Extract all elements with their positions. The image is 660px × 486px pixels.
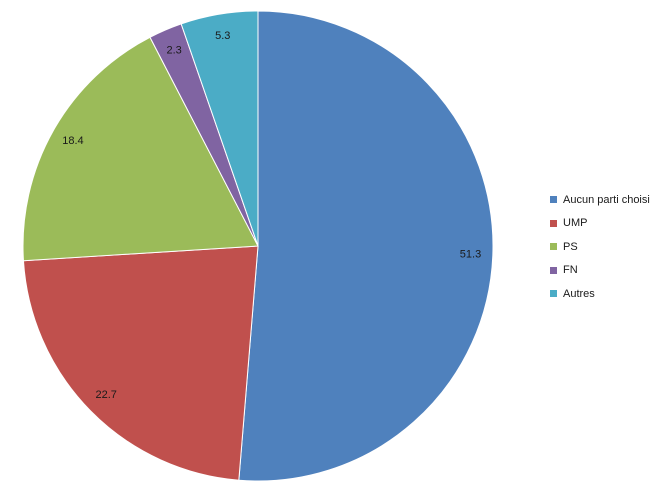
pie-data-labels: 51.3 22.7 18.4 2.3 5.3 xyxy=(62,30,481,401)
data-label-ps: 18.4 xyxy=(62,135,83,147)
legend-item-ump: UMP xyxy=(550,212,650,236)
data-label-autres: 5.3 xyxy=(215,30,230,42)
legend-swatch xyxy=(550,266,557,274)
pie-slice-ps xyxy=(22,36,259,262)
pie-slice-ump xyxy=(22,245,259,481)
data-label-aucun-parti-choisi: 51.3 xyxy=(460,249,481,261)
pie-slices xyxy=(22,10,494,482)
legend-label: Autres xyxy=(563,287,595,300)
legend-swatch xyxy=(550,290,557,298)
legend-label: UMP xyxy=(563,217,588,230)
legend: Aucun parti choisi UMP PS FN Autres xyxy=(550,188,650,306)
legend-label: FN xyxy=(563,264,578,277)
pie-slice-autres xyxy=(180,10,259,247)
legend-label: PS xyxy=(563,240,578,253)
legend-swatch xyxy=(550,219,557,227)
legend-item-autres: Autres xyxy=(550,282,650,306)
legend-swatch xyxy=(550,243,557,251)
legend-item-aucun-parti-choisi: Aucun parti choisi xyxy=(550,188,650,212)
data-label-fn: 2.3 xyxy=(167,44,182,56)
legend-item-ps: PS xyxy=(550,235,650,259)
legend-swatch xyxy=(550,196,557,204)
legend-item-fn: FN xyxy=(550,259,650,283)
pie-slice-aucun-parti-choisi xyxy=(238,10,494,482)
data-label-ump: 22.7 xyxy=(95,389,116,401)
legend-label: Aucun parti choisi xyxy=(563,193,650,206)
